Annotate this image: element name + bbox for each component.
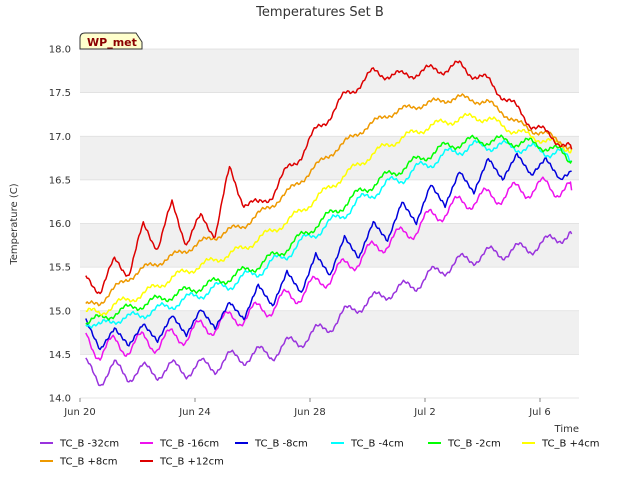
- y-tick-label: 14.0: [49, 394, 71, 405]
- grid-band: [80, 49, 579, 93]
- x-tick-label: Jun 20: [63, 407, 96, 418]
- series-line-tc-b-16cm: [85, 176, 573, 361]
- x-tick-label: Jul 2: [413, 407, 436, 418]
- x-tick-label: Jul 6: [528, 407, 551, 418]
- series-line-tc-b-2cm: [85, 134, 573, 325]
- legend: TC_B -32cm TC_B -16cm TC_B -8cm TC_B -4cm TC…: [40, 439, 600, 468]
- y-tick-label: 14.5: [49, 350, 71, 361]
- series-lines: [85, 60, 573, 387]
- y-tick-label: 16.0: [49, 219, 71, 230]
- y-axis-ticks: 14.0 14.5 15.0 15.5 16.0 16.5 17.0 17.5 18.0: [49, 45, 71, 405]
- legend-label: TC_B -32cm: [59, 439, 119, 450]
- series-line-tc-b-4cm: [85, 139, 573, 329]
- station-badge: WP_met: [79, 32, 143, 50]
- legend-label: TC_B -4cm: [350, 439, 404, 450]
- chart-title: Temperatures Set B: [255, 5, 384, 20]
- legend-label: TC_B +4cm: [541, 439, 600, 450]
- y-tick-label: 16.5: [49, 175, 71, 186]
- series-line-tc-b-4cm: [85, 112, 573, 317]
- series-line-tc-b-8cm: [85, 93, 573, 307]
- y-tick-label: 17.0: [49, 132, 71, 143]
- legend-label: TC_B -16cm: [159, 439, 219, 450]
- x-axis-ticks: Jun 20 Jun 24 Jun 28 Jul 2 Jul 6: [63, 398, 551, 418]
- badge-label: WP_met: [87, 36, 137, 49]
- y-tick-label: 17.5: [49, 88, 71, 99]
- y-tick-label: 18.0: [49, 45, 71, 56]
- y-tick-label: 15.0: [49, 306, 71, 317]
- legend-label: TC_B -8cm: [254, 439, 308, 450]
- x-tick-label: Jun 28: [293, 407, 326, 418]
- legend-label: TC_B +12cm: [159, 457, 224, 468]
- y-tick-label: 15.5: [49, 263, 71, 274]
- legend-label: TC_B -2cm: [447, 439, 501, 450]
- y-axis-label: Temperature (C): [9, 183, 20, 265]
- badge-shape: [79, 32, 143, 50]
- x-axis-label: Time: [554, 424, 579, 435]
- series-line-tc-b-8cm: [85, 152, 572, 351]
- series-line-tc-b-32cm: [85, 230, 573, 387]
- legend-label: TC_B +8cm: [59, 457, 118, 468]
- series-line-tc-b-12cm: [85, 60, 573, 295]
- x-tick-label: Jun 24: [178, 407, 211, 418]
